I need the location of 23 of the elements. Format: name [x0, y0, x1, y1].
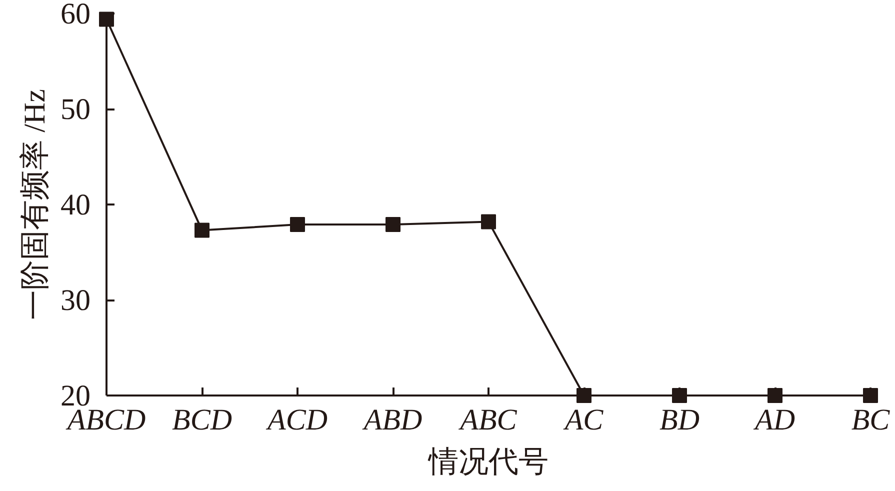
x-tick-label: ABD	[362, 404, 422, 436]
x-tick-label: BD	[660, 404, 700, 436]
point	[290, 217, 305, 232]
point	[99, 12, 114, 27]
x-axis-title: 情况代号	[428, 446, 548, 478]
x-tick-label: BC	[851, 404, 891, 436]
y-tick-label: 40	[60, 188, 90, 222]
x-tick-label: AD	[753, 404, 796, 436]
x-tick-label: BCD	[172, 404, 232, 436]
y-axis-title: 一阶固有频率 /Hz	[18, 89, 52, 320]
x-tick-label: ACD	[266, 404, 328, 436]
y-tick-label: 30	[60, 284, 90, 317]
point	[863, 388, 878, 403]
x-tick-label: AC	[562, 404, 604, 436]
point	[672, 388, 687, 403]
point	[386, 217, 400, 232]
x-tick-label: ABC	[458, 404, 518, 436]
point	[768, 388, 782, 403]
point	[576, 388, 592, 403]
point	[194, 222, 210, 238]
point	[481, 214, 496, 230]
y-tick-label: 50	[60, 93, 90, 126]
y-tick-label: 60	[60, 0, 90, 30]
